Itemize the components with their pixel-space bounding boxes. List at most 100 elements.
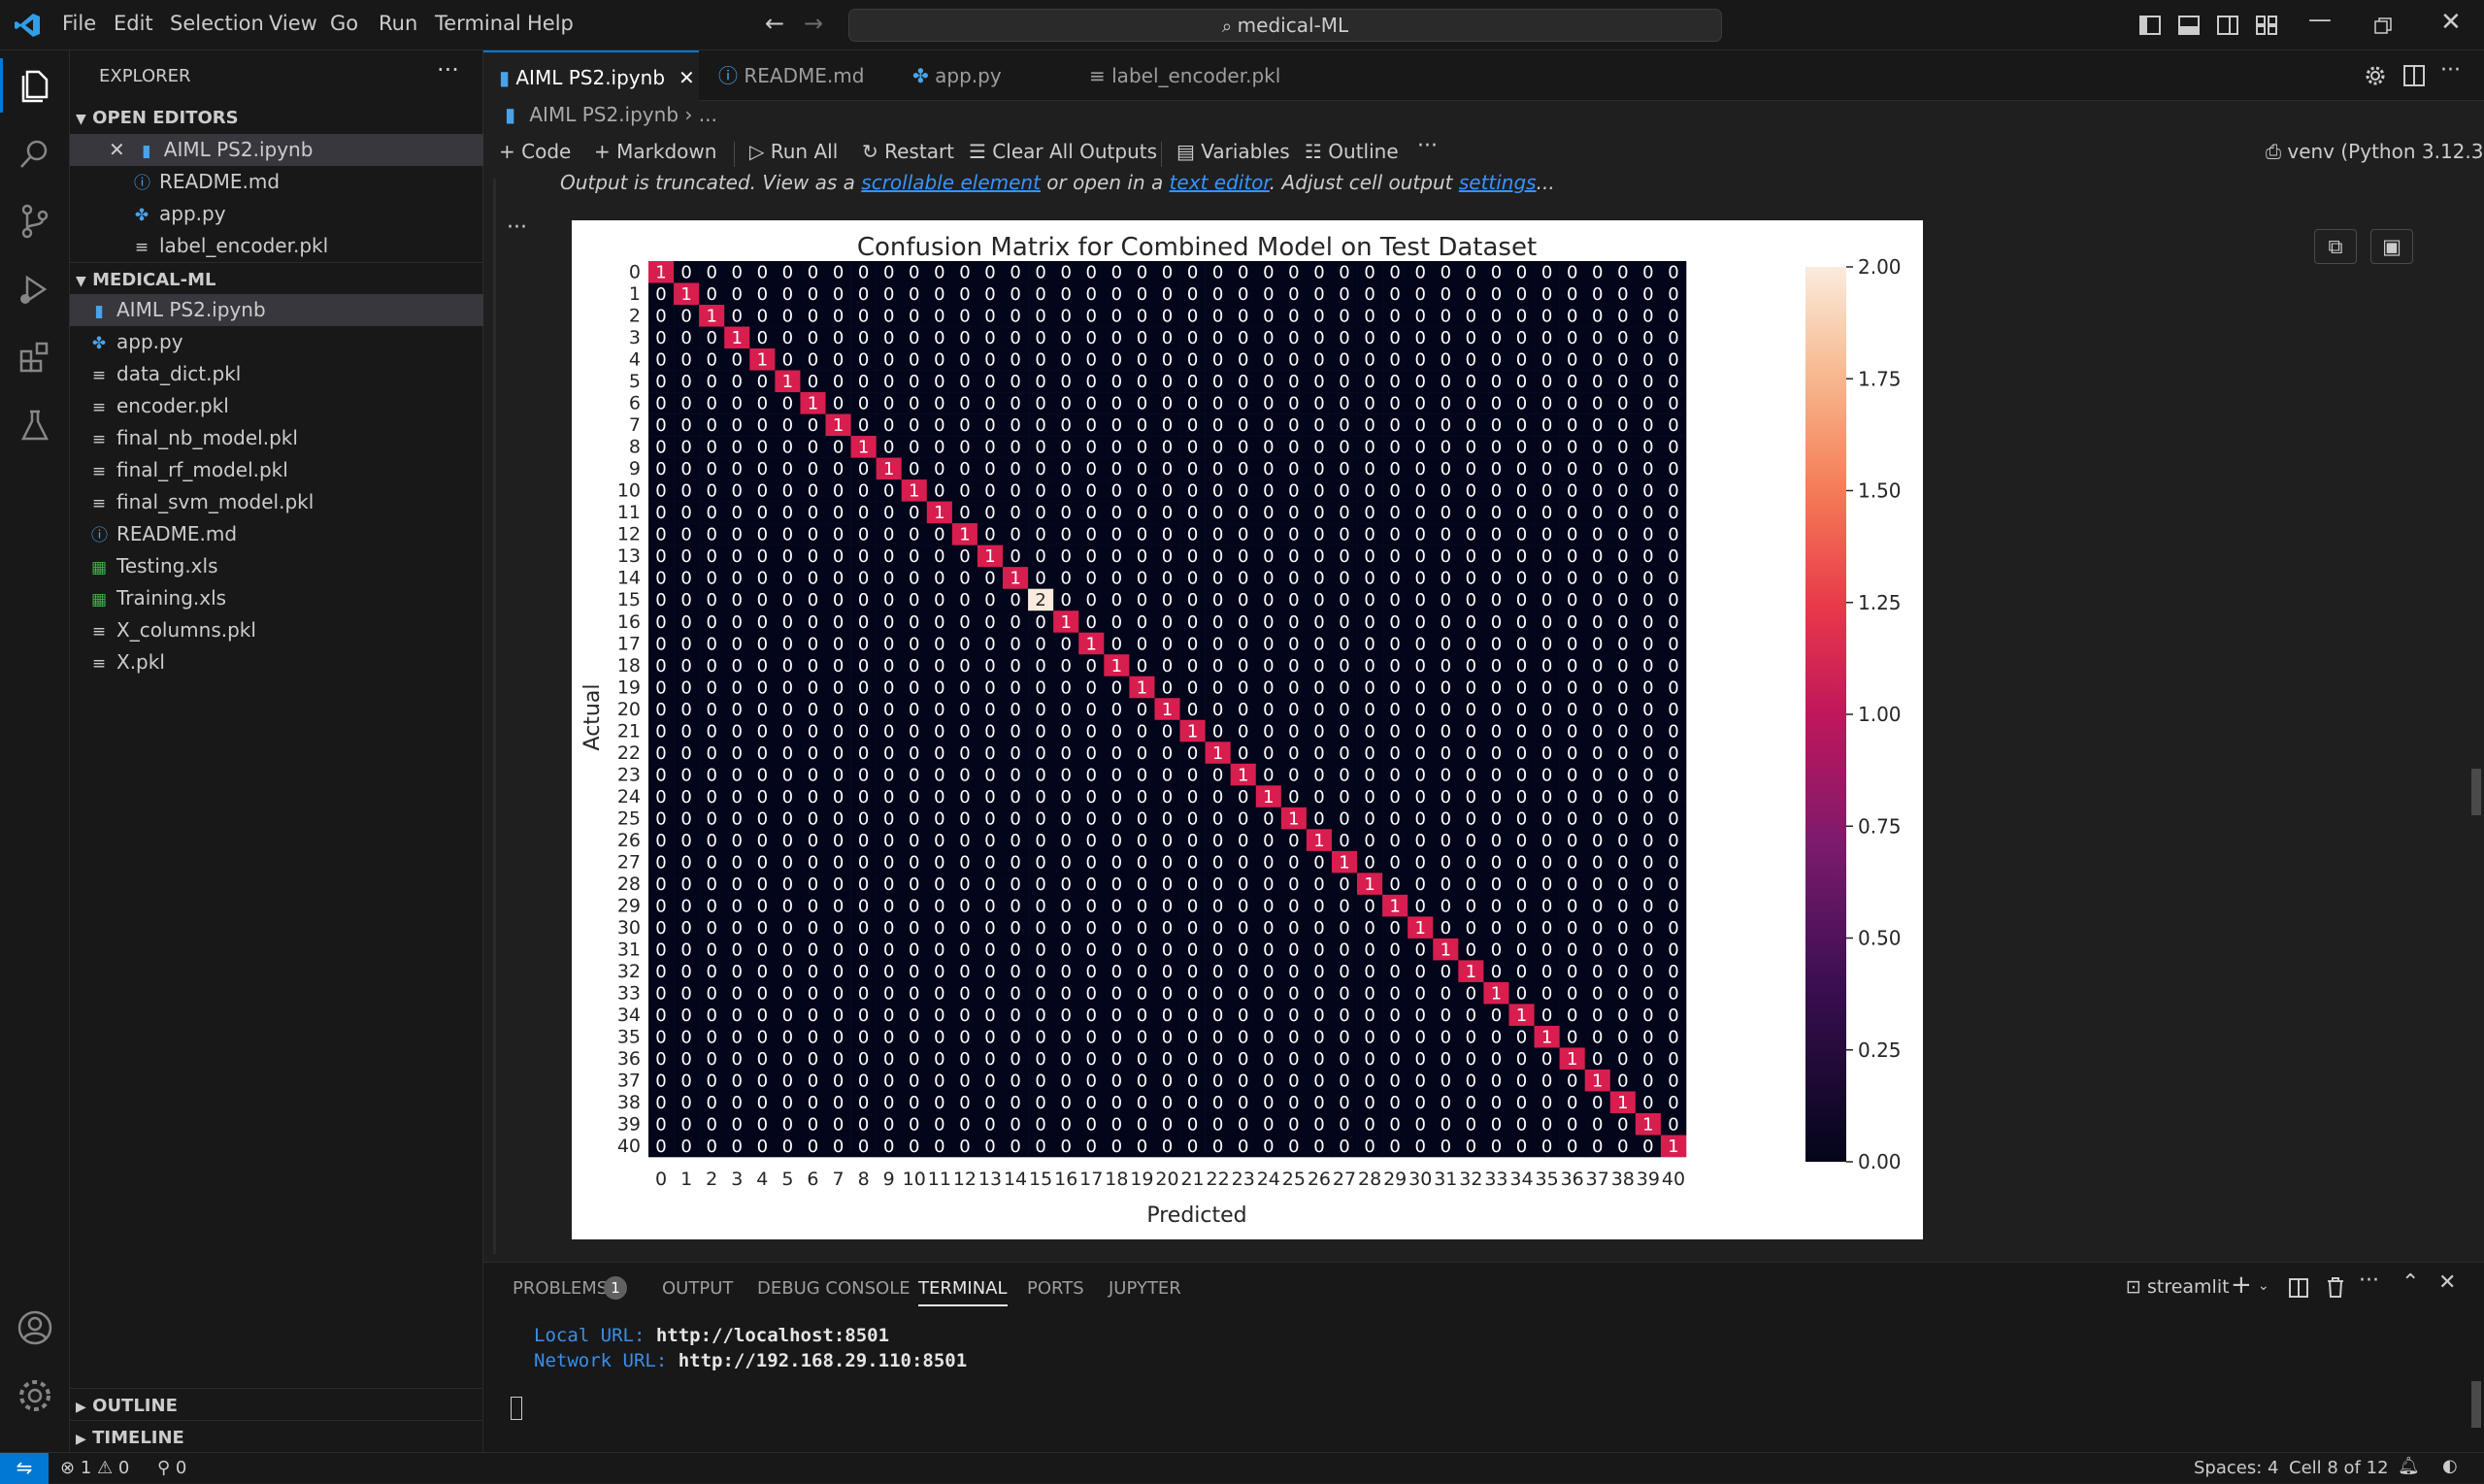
close-icon[interactable]: ✕	[109, 138, 125, 161]
file-item[interactable]: ≡ data_dict.pkl	[70, 358, 483, 390]
heatmap-cell-label: 0	[706, 721, 716, 742]
file-item[interactable]: ▦ Training.xls	[70, 582, 483, 614]
heatmap-cell-label: 0	[706, 831, 716, 851]
command-center-search[interactable]: ⌕ medical-ML	[848, 9, 1722, 42]
menu-edit[interactable]: Edit	[114, 12, 153, 35]
open-editor-item[interactable]: ⓘ README.md	[70, 166, 483, 198]
tab-terminal[interactable]: TERMINAL	[918, 1278, 1008, 1306]
chevron-down-icon[interactable]: ⌄	[2258, 1278, 2269, 1294]
source-control-icon[interactable]	[16, 202, 54, 241]
menu-view[interactable]: View	[269, 12, 317, 35]
menu-run[interactable]: Run	[379, 12, 418, 35]
file-item[interactable]: ≡ final_svm_model.pkl	[70, 486, 483, 518]
outline-header[interactable]: ▶ OUTLINE	[70, 1388, 483, 1420]
open-editor-item[interactable]: ✕ ▮ AIML PS2.ipynb	[70, 134, 483, 166]
testing-icon[interactable]	[16, 406, 54, 445]
terminal-instance[interactable]: ⊡ streamlit	[2126, 1276, 2230, 1298]
file-item[interactable]: ⓘ README.md	[70, 518, 483, 550]
tab-label-encoder[interactable]: ≡ label_encoder.pkl	[1089, 64, 1281, 87]
more-actions-icon[interactable]: ···	[2359, 1269, 2379, 1293]
outline-button[interactable]: ☷ Outline	[1305, 140, 1399, 163]
remote-indicator-icon[interactable]: ⇋	[0, 1453, 49, 1484]
account-icon[interactable]	[16, 1308, 54, 1347]
terminal-scrollbar-thumb[interactable]	[2471, 1381, 2481, 1428]
customize-layout-icon[interactable]	[2256, 16, 2277, 35]
menu-help[interactable]: Help	[527, 12, 574, 35]
files-icon[interactable]	[16, 66, 54, 105]
breadcrumb-rest[interactable]: ...	[698, 103, 717, 126]
close-panel-icon[interactable]: ✕	[2438, 1270, 2457, 1295]
toggle-secondary-sidebar-icon[interactable]	[2217, 16, 2238, 35]
cell-more-actions-icon[interactable]: ···	[507, 215, 527, 240]
menu-terminal[interactable]: Terminal	[435, 12, 521, 35]
notifications-bell-icon[interactable]: 🔔︎	[2398, 1456, 2420, 1476]
new-terminal-icon[interactable]: +	[2231, 1270, 2252, 1300]
cell-position-status[interactable]: Cell 8 of 12	[2289, 1458, 2389, 1478]
file-item[interactable]: ▮ AIML PS2.ipynb	[70, 294, 483, 326]
settings-gear-icon[interactable]	[16, 1376, 54, 1415]
open-editor-item[interactable]: ≡ label_encoder.pkl	[70, 230, 483, 262]
kernel-picker[interactable]: ⎙ venv (Python 3.12.3)	[2266, 140, 2484, 163]
run-debug-icon[interactable]	[16, 270, 54, 309]
indentation-status[interactable]: Spaces: 4	[2194, 1458, 2279, 1478]
file-item[interactable]: ≡ final_nb_model.pkl	[70, 422, 483, 454]
maximize-panel-icon[interactable]: ⌃	[2401, 1270, 2420, 1295]
restore-window-icon[interactable]	[2374, 17, 2392, 35]
timeline-header[interactable]: ▶ TIMELINE	[70, 1420, 483, 1452]
file-item[interactable]: ≡ X_columns.pkl	[70, 614, 483, 646]
back-arrow-icon[interactable]: ←	[765, 10, 785, 37]
terminal-cursor[interactable]	[511, 1397, 522, 1420]
menu-go[interactable]: Go	[330, 12, 359, 35]
open-editors-header[interactable]: ▼ OPEN EDITORS	[76, 108, 239, 128]
file-item[interactable]: ≡ X.pkl	[70, 646, 483, 678]
menu-selection[interactable]: Selection	[170, 12, 264, 35]
close-icon[interactable]: ✕	[679, 66, 695, 89]
add-code-cell-button[interactable]: + Code	[499, 140, 572, 163]
tab-output[interactable]: OUTPUT	[662, 1278, 734, 1299]
copy-output-button[interactable]: ⧉	[2314, 229, 2357, 264]
menu-file[interactable]: File	[62, 12, 97, 35]
folder-header[interactable]: ▼ MEDICAL-ML	[70, 262, 483, 294]
tab-jupyter[interactable]: JUPYTER	[1109, 1278, 1181, 1299]
add-markdown-cell-button[interactable]: + Markdown	[594, 140, 717, 163]
tab-readme[interactable]: ⓘ README.md	[718, 64, 865, 87]
split-editor-icon[interactable]	[2403, 65, 2425, 86]
run-all-button[interactable]: ▷ Run All	[749, 140, 839, 163]
extensions-icon[interactable]	[16, 338, 54, 377]
editor-scrollbar-thumb[interactable]	[2471, 769, 2481, 815]
scrollable-element-link[interactable]: scrollable element	[861, 171, 1041, 194]
minimize-icon[interactable]: —	[2308, 6, 2332, 33]
trash-icon[interactable]	[2326, 1276, 2345, 1298]
ports-status[interactable]: ⚲ 0	[157, 1458, 187, 1478]
variables-button[interactable]: ▤ Variables	[1176, 140, 1290, 163]
restart-button[interactable]: ↻ Restart	[862, 140, 955, 163]
problems-status[interactable]: ⊗ 1 ⚠ 0	[60, 1458, 130, 1478]
file-item[interactable]: ≡ encoder.pkl	[70, 390, 483, 422]
save-output-button[interactable]: ▣	[2370, 229, 2413, 264]
more-actions-icon[interactable]: ···	[437, 56, 459, 83]
file-item[interactable]: ≡ final_rf_model.pkl	[70, 454, 483, 486]
tab-ports[interactable]: PORTS	[1027, 1278, 1084, 1299]
more-actions-icon[interactable]: ···	[2440, 58, 2461, 82]
breadcrumb-file[interactable]: AIML PS2.ipynb	[529, 103, 679, 126]
tab-debug-console[interactable]: DEBUG CONSOLE	[757, 1278, 911, 1299]
clear-outputs-button[interactable]: ☰ Clear All Outputs	[969, 140, 1158, 163]
close-window-icon[interactable]: ✕	[2440, 8, 2462, 37]
more-actions-icon[interactable]: ···	[1417, 134, 1438, 158]
split-terminal-icon[interactable]	[2289, 1278, 2308, 1298]
settings-gear-icon[interactable]	[2365, 65, 2386, 86]
copilot-icon[interactable]: ◐	[2442, 1456, 2458, 1476]
toggle-panel-icon[interactable]	[2178, 16, 2200, 35]
heatmap-cell-label: 0	[1339, 328, 1349, 348]
text-editor-link[interactable]: text editor	[1169, 171, 1270, 194]
file-item[interactable]: ▦ Testing.xls	[70, 550, 483, 582]
tab-app-py[interactable]: ✤ app.py	[912, 64, 1002, 87]
tab-aiml-ps2[interactable]: ▮ AIML PS2.ipynb ✕	[483, 50, 699, 101]
file-item[interactable]: ✤ app.py	[70, 326, 483, 358]
forward-arrow-icon[interactable]: →	[804, 10, 824, 37]
open-editor-item[interactable]: ✤ app.py	[70, 198, 483, 230]
toggle-primary-sidebar-icon[interactable]	[2139, 16, 2161, 35]
tab-problems[interactable]: PROBLEMS	[513, 1278, 609, 1299]
search-icon[interactable]	[16, 134, 54, 173]
settings-link[interactable]: settings	[1458, 171, 1537, 194]
